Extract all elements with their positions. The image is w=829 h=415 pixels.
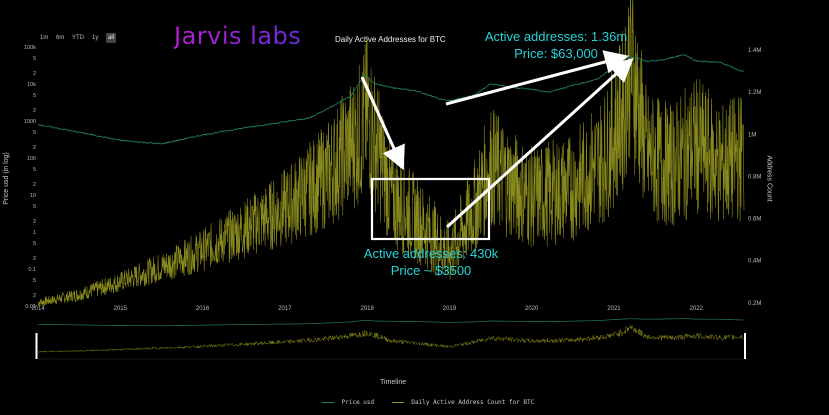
- navigator[interactable]: [37, 318, 744, 360]
- arrow-box-to-peak: [445, 57, 634, 229]
- y-left-tick-label: 5: [33, 56, 36, 62]
- y-left-tick-label: 0.01: [25, 304, 36, 310]
- legend-swatch-addresses: [391, 402, 404, 403]
- arrow-to-2021-peak: [445, 50, 629, 106]
- y-left-tick-label: 2: [33, 108, 36, 114]
- legend-label-addresses: Daily Active Address Count for BTC: [411, 399, 535, 406]
- y-left-tick-label: 100: [27, 156, 36, 162]
- range-button-ytd[interactable]: YTD: [72, 35, 84, 41]
- legend-label-price: Price usd: [341, 399, 375, 406]
- brand-logo: Jarvis labs: [174, 22, 301, 50]
- annotation-2019-line1: Active addresses: 430k: [363, 246, 499, 261]
- y-right-tick-label: 0.6M: [748, 217, 761, 223]
- y-right-tick-label: 0.4M: [748, 259, 761, 265]
- navigator-price-line: [38, 318, 744, 327]
- y-right-tick-label: 0.8M: [748, 174, 761, 180]
- x-tick-label: 2021: [607, 306, 621, 312]
- range-button-1m[interactable]: 1m: [40, 35, 49, 41]
- y-left-tick-label: 5: [33, 93, 36, 99]
- navigator-left-handle[interactable]: [35, 333, 38, 359]
- y-left-tick-label: 10k: [27, 82, 36, 88]
- arrow-peak-to-box: [360, 76, 405, 171]
- x-tick-label: 2016: [196, 306, 210, 312]
- x-axis-title: Timeline: [380, 379, 407, 386]
- y-right-tick-label: 1M: [748, 132, 756, 138]
- legend-item-price[interactable]: Price usd: [322, 399, 378, 406]
- y-right-tick-label: 0.2M: [748, 301, 761, 307]
- y-left-tick-label: 2: [33, 256, 36, 262]
- x-tick-label: 2015: [114, 306, 128, 312]
- y-right-tick-label: 1.2M: [748, 90, 761, 96]
- x-tick-label: 2022: [690, 306, 704, 312]
- y-left-tick-label: 2: [33, 145, 36, 151]
- navigator-right-handle[interactable]: [744, 333, 746, 359]
- annotation-2021-line1: Active addresses: 1.36m: [484, 29, 628, 44]
- y-left-tick-label: 2: [33, 182, 36, 188]
- y-left-tick-label: 2: [33, 293, 36, 299]
- legend-swatch-price: [322, 402, 334, 403]
- y-left-tick-label: 1000: [24, 119, 36, 125]
- y-left-tick-label: 5: [33, 167, 36, 173]
- annotation-2019-line2: Price ~ $3500: [390, 263, 472, 278]
- x-tick-label: 2018: [360, 306, 374, 312]
- brand-text: Jarvis labs: [174, 22, 302, 50]
- chart-title: Daily Active Addresses for BTC: [335, 35, 446, 44]
- x-tick-label: 2014: [31, 306, 45, 312]
- y-left-tick-label: 5: [33, 278, 36, 284]
- legend: Price usd Daily Active Address Count for…: [322, 399, 534, 406]
- range-button-6m[interactable]: 6m: [56, 35, 65, 41]
- y-left-tick-label: 100k: [24, 45, 36, 51]
- y-left-tick-label: 0.1: [28, 267, 36, 273]
- x-tick-label: 2019: [443, 306, 457, 312]
- x-tick-label: 2020: [525, 306, 539, 312]
- annotation-2021-peak: Active addresses: 1.36m Price: $63,000: [476, 28, 636, 62]
- x-tick-label: 2017: [278, 306, 292, 312]
- y-left-tick-label: 10: [30, 193, 36, 199]
- y-right-tick-label: 1.4M: [748, 48, 761, 54]
- annotation-2019-bottom: Active addresses: 430k Price ~ $3500: [356, 245, 506, 279]
- y-left-tick-label: 2: [33, 71, 36, 77]
- y-left-tick-label: 1: [33, 230, 36, 236]
- series-line-active-addresses: [37, 0, 745, 307]
- highlight-box: [370, 177, 491, 241]
- annotation-2021-line2: Price: $63,000: [514, 46, 598, 61]
- legend-item-addresses[interactable]: Daily Active Address Count for BTC: [391, 399, 535, 406]
- y-left-tick-label: 2: [33, 219, 36, 225]
- y-left-tick-label: 5: [33, 130, 36, 136]
- navigator-address-line: [37, 325, 744, 353]
- y-left-tick-label: 5: [33, 241, 36, 247]
- y-left-tick-label: 5: [33, 204, 36, 210]
- range-button-1y[interactable]: 1y: [92, 35, 99, 41]
- range-button-all[interactable]: all: [106, 33, 117, 43]
